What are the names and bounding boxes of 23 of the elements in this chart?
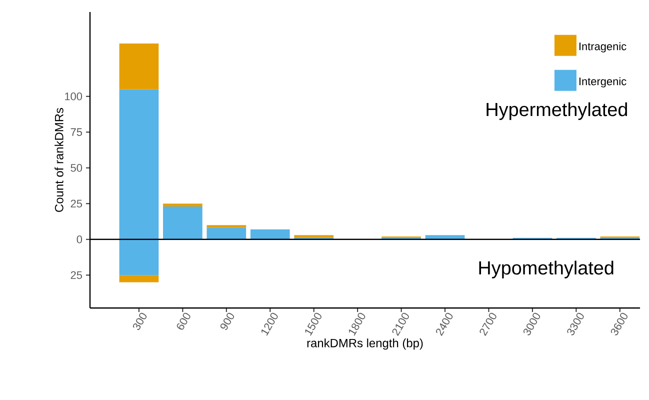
x-tick-label: 900 [220, 312, 234, 330]
bar [119, 275, 159, 282]
y-tick-label: 25 [70, 200, 82, 208]
y-axis-title: Count of rankDMRs [54, 108, 64, 212]
y-tick-label: 50 [70, 164, 82, 172]
annotation: Hypermethylated [486, 102, 627, 120]
bar [206, 228, 246, 240]
legend-label: Intergenic [579, 77, 626, 88]
x-axis-title: rankDMRs length (bp) [307, 338, 423, 350]
y-tick-label: 100 [65, 92, 82, 100]
bar [294, 235, 334, 238]
bar [250, 229, 290, 240]
bar [163, 204, 202, 206]
x-tick-label: 600 [176, 312, 190, 330]
bar [206, 225, 246, 228]
y-tick-label: 0 [76, 235, 82, 244]
y-tick-label: 75 [70, 128, 82, 136]
x-tick-label: 300 [132, 312, 147, 330]
bar [163, 206, 202, 240]
bar [119, 43, 159, 90]
legend-label: Intragenic [579, 42, 626, 52]
annotation: Hypomethylated [479, 260, 614, 278]
y-tick-label: 25 [70, 271, 82, 279]
